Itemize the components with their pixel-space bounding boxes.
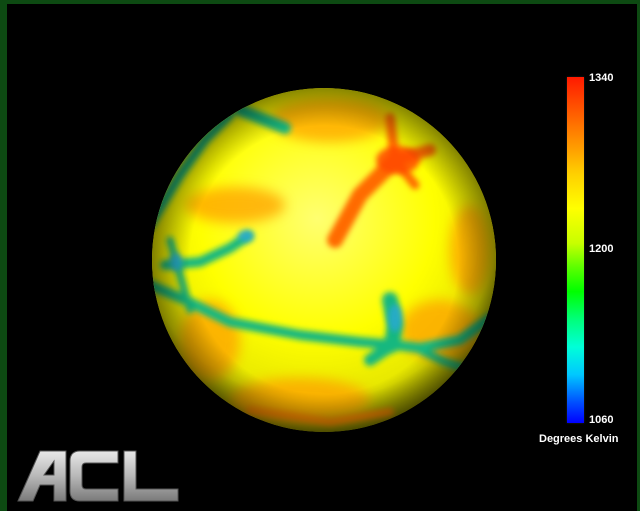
- colorbar-mid-label: 1200: [589, 243, 614, 255]
- temperature-colorbar: [567, 77, 584, 423]
- colorbar-max-label: 1340: [589, 72, 614, 84]
- colorbar-min-label: 1060: [589, 414, 614, 426]
- acl-logo: [17, 450, 179, 502]
- colorbar-unit-label: Degrees Kelvin: [539, 433, 619, 445]
